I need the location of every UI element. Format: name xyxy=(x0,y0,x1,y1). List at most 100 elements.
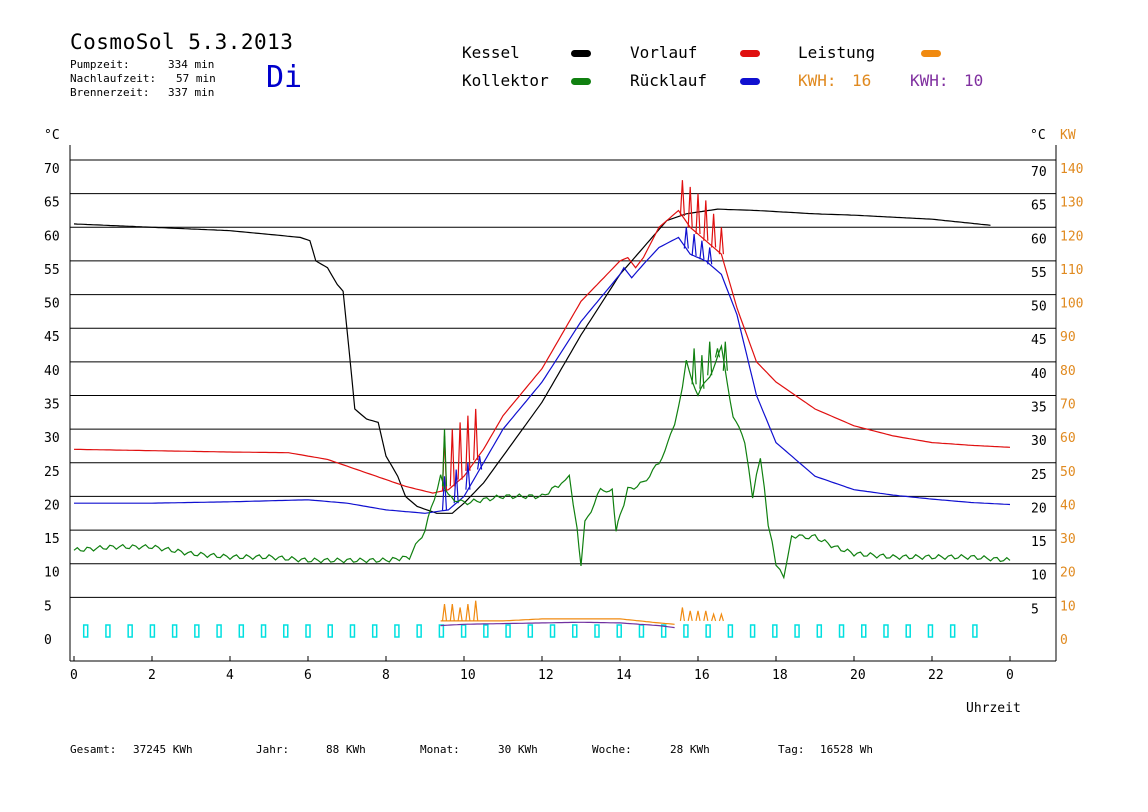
y-tick-kw-70: 70 xyxy=(1060,398,1076,413)
x-tick-0: 0 xyxy=(70,668,78,683)
pump-marker-22 xyxy=(572,624,578,638)
pump-marker-28 xyxy=(705,624,711,638)
y-tick-right-5: 5 xyxy=(1031,602,1039,617)
y-tick-left-15: 15 xyxy=(44,532,60,547)
stat-brennerzeit-value: 337 min xyxy=(168,86,215,99)
pump-marker-26 xyxy=(660,624,667,638)
pump-marker-40 xyxy=(972,624,978,638)
legend-kwh2-value: 10 xyxy=(964,71,984,90)
series-spike-kollektor-5 xyxy=(714,348,721,358)
pump-marker-13 xyxy=(371,624,378,638)
legend-kwh1-value: 16 xyxy=(852,71,872,90)
pump-marker-19 xyxy=(505,624,511,638)
y-tick-left-40: 40 xyxy=(44,364,60,379)
series-spike-kollektor-0 xyxy=(441,429,448,487)
y-tick-right-45: 45 xyxy=(1031,333,1047,348)
footer-jahr-value: 88 KWh xyxy=(326,743,366,756)
series-spike-rücklauf-4 xyxy=(683,227,689,249)
y-tick-kw-90: 90 xyxy=(1060,330,1076,345)
x-tick-11: 22 xyxy=(928,668,944,683)
pump-marker-24 xyxy=(616,624,622,638)
series-spike-leistung-1 xyxy=(449,604,455,621)
footer-jahr-label: Jahr: xyxy=(256,743,290,756)
legend-kwh2-label: KWH: xyxy=(910,71,949,90)
series-spike-leistung-8 xyxy=(703,610,709,622)
footer-tag-value: 16528 Wh xyxy=(820,743,873,756)
series-spike-kollektor-6 xyxy=(722,341,728,371)
series-spike-vorlauf-5 xyxy=(679,180,685,217)
legend-kollektor-label: Kollektor xyxy=(462,71,549,90)
series-spike-leistung-9 xyxy=(711,612,717,622)
y-tick-right-35: 35 xyxy=(1031,401,1047,416)
y-tick-right-55: 55 xyxy=(1031,266,1047,281)
y-tick-right-70: 70 xyxy=(1031,165,1047,180)
legend-kwh1-label: KWH: xyxy=(798,71,837,90)
series-spike-rücklauf-1 xyxy=(453,469,459,504)
footer-woche-label: Woche: xyxy=(592,743,632,756)
y-tick-left-25: 25 xyxy=(44,465,60,480)
pump-marker-37 xyxy=(905,624,911,638)
pump-marker-0 xyxy=(82,624,89,638)
x-tick-3: 6 xyxy=(304,668,312,683)
stat-nachlaufzeit-value: 57 min xyxy=(176,72,216,85)
x-tick-7: 14 xyxy=(616,668,632,683)
y-tick-kw-10: 10 xyxy=(1060,599,1076,614)
pump-marker-32 xyxy=(794,624,800,638)
y-tick-left-45: 45 xyxy=(44,330,60,345)
y-tick-left-70: 70 xyxy=(44,162,60,177)
series-spike-leistung-4 xyxy=(473,600,479,621)
y-tick-left-55: 55 xyxy=(44,263,60,278)
y-tick-kw-0: 0 xyxy=(1060,633,1068,648)
y-tick-right-25: 25 xyxy=(1031,468,1047,483)
legend-ruecklauf-swatch xyxy=(740,78,760,85)
y-tick-right-65: 65 xyxy=(1031,199,1047,214)
y-tick-kw-80: 80 xyxy=(1060,364,1076,379)
y-tick-right-40: 40 xyxy=(1031,367,1047,382)
legend-kessel-label: Kessel xyxy=(462,43,520,62)
pump-marker-12 xyxy=(349,624,356,638)
x-tick-8: 16 xyxy=(694,668,710,683)
pump-marker-17 xyxy=(460,624,467,638)
y-tick-left-35: 35 xyxy=(44,398,60,413)
footer-monat-label: Monat: xyxy=(420,743,460,756)
series-line-rücklauf xyxy=(74,236,1011,514)
pump-marker-5 xyxy=(194,624,200,638)
pump-marker-15 xyxy=(416,624,422,638)
pump-marker-10 xyxy=(305,624,311,638)
x-tick-6: 12 xyxy=(538,668,554,683)
y-left-unit-label: °C xyxy=(44,128,60,143)
series-spike-rücklauf-2 xyxy=(465,462,471,490)
stat-pumpzeit-value: 334 min xyxy=(168,58,215,71)
pump-marker-34 xyxy=(838,624,845,638)
legend-leistung-label: Leistung xyxy=(798,43,876,62)
y-tick-kw-50: 50 xyxy=(1060,465,1076,480)
x-tick-4: 8 xyxy=(382,668,390,683)
y-tick-right-15: 15 xyxy=(1031,535,1047,550)
legend-kessel-swatch xyxy=(571,50,591,57)
y-tick-kw-40: 40 xyxy=(1060,498,1076,513)
pump-marker-9 xyxy=(283,624,289,638)
pump-marker-14 xyxy=(394,624,400,638)
footer-monat-value: 30 KWh xyxy=(498,743,538,756)
footer-gesamt-label: Gesamt: xyxy=(70,743,117,756)
series-line-kessel xyxy=(73,208,991,514)
legend-vorlauf-swatch xyxy=(740,50,760,57)
pump-marker-11 xyxy=(327,624,333,638)
series-spike-rücklauf-5 xyxy=(691,233,697,256)
pump-marker-7 xyxy=(238,624,245,638)
pump-marker-1 xyxy=(105,624,111,638)
weekday-label: Di xyxy=(266,60,303,95)
series-spike-leistung-7 xyxy=(695,610,701,622)
y-tick-kw-120: 120 xyxy=(1060,229,1083,244)
series-spike-leistung-3 xyxy=(465,604,471,621)
y-tick-right-50: 50 xyxy=(1031,300,1047,315)
pump-marker-27 xyxy=(683,624,689,638)
stat-pumpzeit-label: Pumpzeit: xyxy=(70,58,130,71)
series-line-vorlauf xyxy=(73,209,1011,494)
x-tick-12: 0 xyxy=(1006,668,1014,683)
series-spike-vorlauf-3 xyxy=(465,415,471,471)
pump-marker-31 xyxy=(772,624,778,638)
pump-marker-35 xyxy=(861,624,867,638)
x-axis-label: Uhrzeit xyxy=(966,701,1021,716)
